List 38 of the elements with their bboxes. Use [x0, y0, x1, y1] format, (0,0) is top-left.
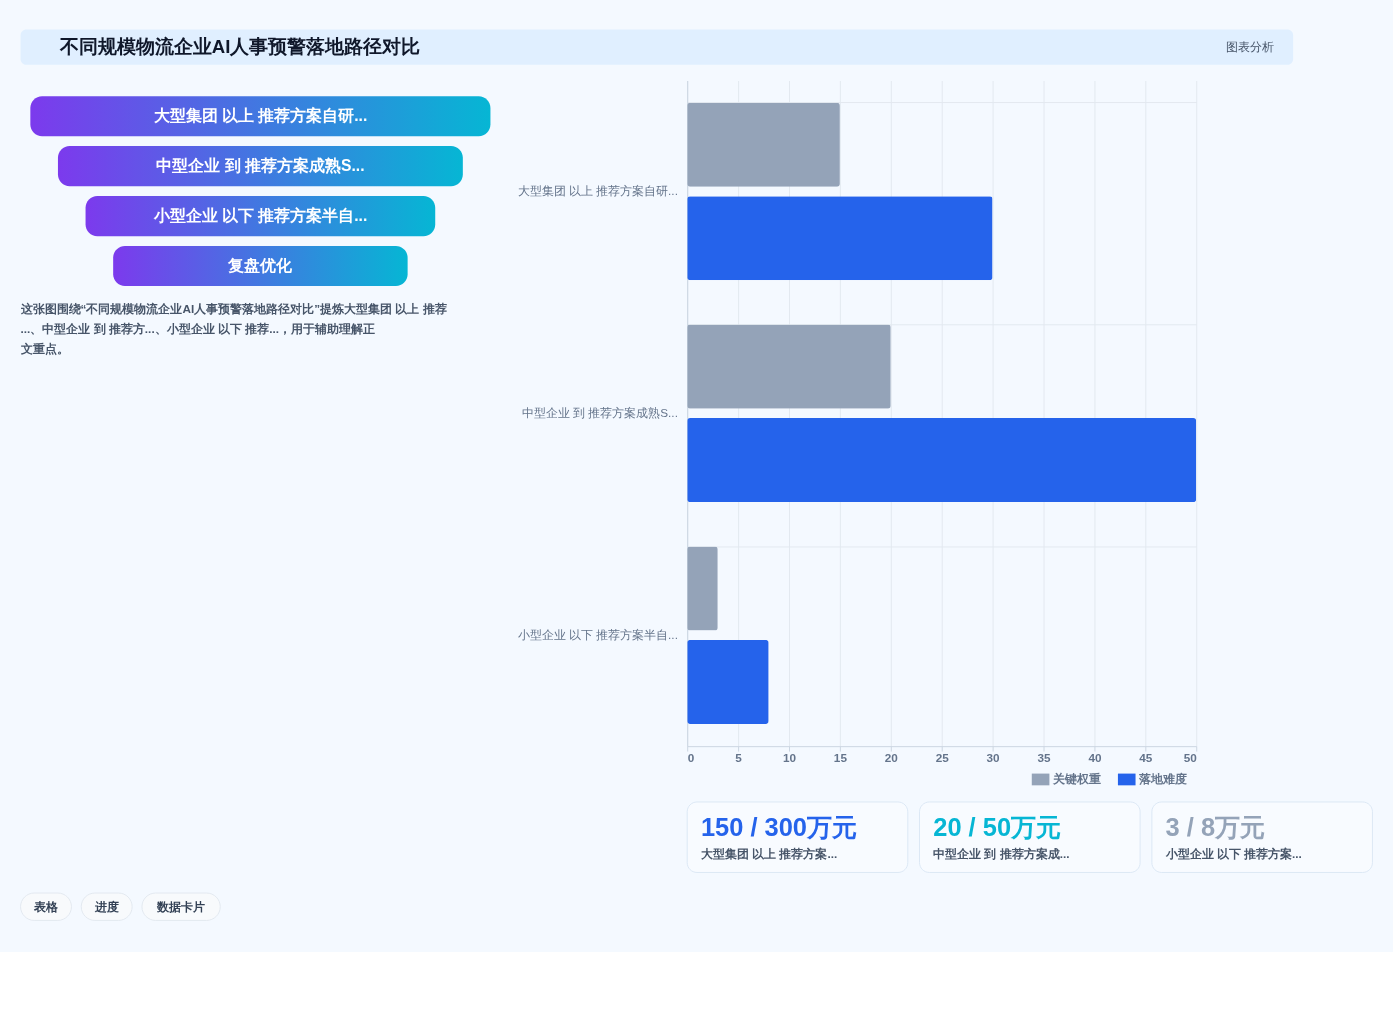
text: 小型企业 以下 推荐方案...: [1164, 846, 1302, 860]
x-tick-label: 50: [1183, 751, 1198, 765]
text: 不同规模物流企业AI人事预警落地路径对比: [58, 36, 421, 58]
category-label: 复盘优化: [227, 256, 294, 274]
category-label: 中型企业 到 推荐方案成熟S...: [156, 156, 365, 176]
text: 图表分析: [1225, 40, 1274, 54]
bar: [687, 324, 891, 409]
x-tick-label: 35: [1037, 751, 1052, 765]
legend-label: 落地难度: [1138, 772, 1188, 787]
x-tick-label: 25: [935, 751, 950, 765]
x-tick-label: 0: [687, 751, 695, 765]
category-label: 小型企业 以下 推荐方案半自...: [152, 205, 368, 224]
text: 数据卡片: [156, 899, 206, 914]
x-tick-label: 45: [1139, 751, 1153, 765]
text: 大型集团 以上 推荐方案...: [700, 846, 838, 860]
text: 这张图围绕“不同规模物流企业AI人事预警落地路径对比”提炼大型集团 以上 推荐...、中型企业 到 推荐方...、小型企业 以下 推荐...，用于辅助理解正文重点。: [19, 302, 447, 356]
x-tick-label: 5: [735, 751, 743, 765]
bar: [687, 546, 718, 631]
y-tick-label: 大型集团 以上 推荐方案自研...: [517, 184, 678, 198]
bar: [687, 639, 769, 724]
text: 中型企业 到 推荐方案成...: [933, 846, 1070, 860]
text: 150 / 300万元: [700, 813, 857, 842]
y-tick-label: 中型企业 到 推荐方案成熟S...: [521, 406, 678, 420]
legend-label: 关键权重: [1052, 772, 1102, 786]
x-tick-label: 20: [884, 751, 899, 765]
bar: [687, 102, 840, 187]
x-tick-label: 15: [833, 751, 848, 765]
text: 进度: [93, 899, 119, 913]
category-label: 大型集团 以上 推荐方案自研...: [153, 106, 368, 125]
x-tick-label: 10: [782, 751, 797, 765]
text: 表格: [33, 899, 60, 913]
text: 20 / 50万元: [933, 813, 1062, 842]
bar: [687, 196, 993, 281]
y-tick-label: 小型企业 以下 推荐方案半自...: [517, 628, 678, 642]
text: 3 / 8万元: [1165, 813, 1266, 842]
x-tick-label: 40: [1088, 751, 1102, 765]
bar: [687, 418, 1197, 503]
x-tick-label: 30: [986, 751, 1001, 765]
